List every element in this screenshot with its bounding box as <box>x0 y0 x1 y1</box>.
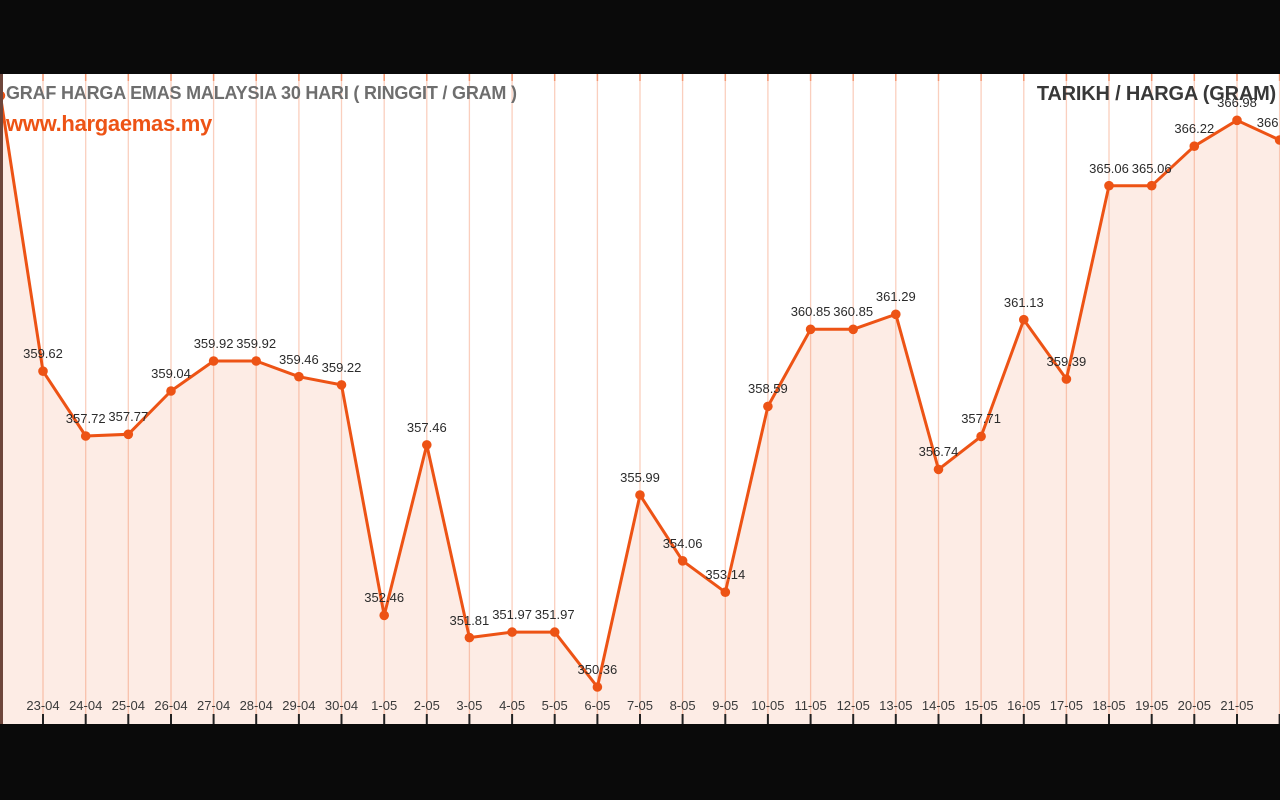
price-line-chart[interactable] <box>0 74 1280 724</box>
data-point[interactable] <box>805 324 816 335</box>
chart-title: GRAF HARGA EMAS MALAYSIA 30 HARI ( RINGG… <box>6 83 517 103</box>
data-point[interactable] <box>379 610 390 621</box>
date-tick-label: 1-05 <box>371 698 398 713</box>
point-value-label: 365.06 <box>1089 160 1129 176</box>
point-value-label: 361.13 <box>1003 294 1044 310</box>
date-tick-label: 3-05 <box>456 698 483 713</box>
date-tick-label: 29-04 <box>282 698 316 713</box>
data-point[interactable] <box>507 627 517 637</box>
data-point[interactable] <box>166 386 176 396</box>
date-tick-label: 18-05 <box>1092 698 1126 713</box>
date-tick-label: 20-05 <box>1177 698 1211 713</box>
point-value-label: 357.46 <box>406 419 447 435</box>
point-value-label: 366 <box>1256 115 1279 130</box>
axis-legend-note: TARIKH / HARGA (GRAM) <box>1036 83 1276 105</box>
date-tick-label: 11-05 <box>794 698 827 713</box>
data-point[interactable] <box>1232 115 1242 126</box>
chart-area[interactable]: GRAF HARGA EMAS MALAYSIA 30 HARI ( RINGG… <box>0 74 1280 724</box>
point-value-label: 350.36 <box>577 662 618 677</box>
date-tick-label: 2-05 <box>413 698 440 713</box>
date-tick-label: 8-05 <box>669 698 696 713</box>
date-tick-label: 30-04 <box>324 698 359 713</box>
point-value-label: 357.72 <box>65 411 106 426</box>
date-tick-label: 15-05 <box>964 698 998 713</box>
window-edge <box>0 74 3 724</box>
date-tick-label: 9-05 <box>712 698 739 713</box>
date-tick-label: 24-04 <box>69 698 103 713</box>
letterbox-top <box>0 0 1280 74</box>
data-point[interactable] <box>933 464 944 475</box>
area-fill <box>0 95 1280 724</box>
date-tick-label: 28-04 <box>239 698 273 713</box>
point-value-label: 359.39 <box>1046 354 1087 370</box>
date-tick-label: 17-05 <box>1049 698 1084 713</box>
point-value-label: 351.97 <box>534 607 575 623</box>
point-value-label: 366.22 <box>1174 121 1215 137</box>
point-value-label: 356.74 <box>918 444 959 460</box>
date-tick-label: 26-04 <box>154 698 188 713</box>
data-point[interactable] <box>1019 314 1029 325</box>
date-tick-label: 6-05 <box>584 698 611 713</box>
point-value-label: 355.99 <box>620 470 660 485</box>
data-point[interactable] <box>592 682 603 692</box>
point-value-label: 353.14 <box>705 567 746 583</box>
data-point[interactable] <box>891 309 901 320</box>
date-tick-label: 4-05 <box>499 698 526 713</box>
data-point[interactable] <box>336 380 347 390</box>
point-value-label: 359.22 <box>321 359 362 375</box>
data-point[interactable] <box>848 324 858 335</box>
date-tick-label: 5-05 <box>541 698 568 713</box>
date-tick-label: 27-04 <box>196 698 231 713</box>
date-tick-label: 10-05 <box>751 698 785 713</box>
date-tick-label: 25-04 <box>111 698 145 713</box>
data-point[interactable] <box>294 371 304 382</box>
point-value-label: 358.59 <box>748 381 788 397</box>
point-value-label: 365.06 <box>1131 160 1172 176</box>
data-point[interactable] <box>720 587 731 597</box>
data-point[interactable] <box>1189 141 1200 151</box>
point-value-label: 359.92 <box>193 336 234 351</box>
point-value-label: 359.62 <box>23 346 63 362</box>
date-tick-label: 14-05 <box>921 698 956 713</box>
data-point[interactable] <box>1104 180 1114 191</box>
point-value-label: 360.85 <box>790 304 831 320</box>
date-tick-label: 23-04 <box>26 698 60 713</box>
data-point[interactable] <box>464 632 475 643</box>
point-value-label: 359.92 <box>236 336 277 351</box>
data-point[interactable] <box>123 429 134 440</box>
point-value-label: 359.04 <box>151 366 191 381</box>
date-tick-label: 12-05 <box>836 698 870 713</box>
point-value-label: 357.77 <box>108 409 149 425</box>
point-value-label: 351.97 <box>492 607 532 623</box>
website-url: www.hargaemas.my <box>6 111 212 136</box>
data-point[interactable] <box>976 431 986 442</box>
data-point[interactable] <box>251 356 261 366</box>
data-point[interactable] <box>635 490 645 500</box>
data-point[interactable] <box>80 431 91 441</box>
point-value-label: 361.29 <box>875 289 916 305</box>
data-point[interactable] <box>763 401 773 412</box>
data-point[interactable] <box>38 366 48 377</box>
point-value-label: 360.85 <box>833 304 874 320</box>
data-point[interactable] <box>422 440 432 450</box>
data-point[interactable] <box>677 556 688 566</box>
data-point[interactable] <box>549 627 560 637</box>
data-point[interactable] <box>1146 180 1157 191</box>
point-value-label: 366.98 <box>1217 95 1257 111</box>
data-point[interactable] <box>1061 374 1072 384</box>
point-value-label: 352.46 <box>364 590 405 606</box>
date-tick-label: 13-05 <box>879 698 913 713</box>
point-value-label: 351.81 <box>449 612 490 628</box>
date-tick-label: 7-05 <box>626 698 654 713</box>
point-value-label: 359.46 <box>279 351 319 367</box>
date-tick-label: 16-05 <box>1007 698 1041 713</box>
letterbox-bottom <box>0 724 1280 800</box>
data-point[interactable] <box>1274 135 1280 145</box>
point-value-label: 357.71 <box>961 411 1001 427</box>
date-tick-label: 19-05 <box>1135 698 1169 713</box>
date-tick-label: 21-05 <box>1220 698 1254 713</box>
data-point[interactable] <box>208 356 219 366</box>
point-value-label: 354.06 <box>662 535 703 551</box>
